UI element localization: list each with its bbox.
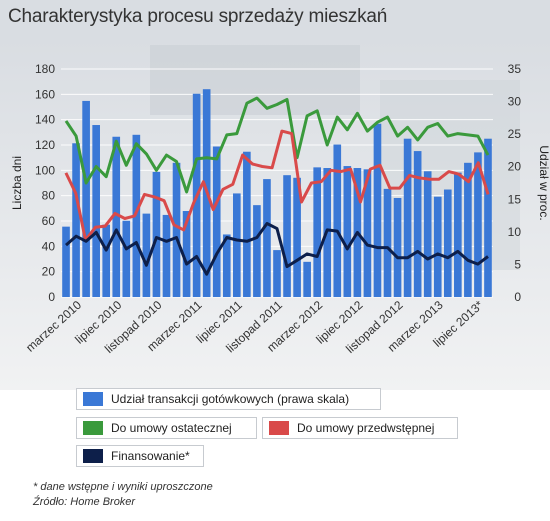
source-note: Źródło: Home Broker [33, 496, 136, 508]
bar [313, 167, 322, 297]
y-right-tick-label: 25 [508, 127, 522, 141]
bar [253, 205, 261, 297]
y-left-tick-label: 80 [42, 189, 56, 203]
bar [403, 138, 412, 297]
bar [162, 214, 171, 297]
bar [82, 100, 90, 297]
legend-swatch-ostateczna [83, 421, 103, 435]
bar [142, 213, 151, 297]
bar [474, 152, 482, 297]
line-ostateczna [64, 96, 490, 194]
y-right-tick-label: 20 [508, 160, 522, 174]
bar [393, 197, 402, 297]
bar [232, 193, 241, 297]
legend-item-finansowanie: Finansowanie* [76, 445, 204, 467]
bar [102, 224, 111, 297]
bar [273, 250, 281, 297]
bar [423, 171, 432, 297]
chart-title: Charakterystyka procesu sprzedaży mieszk… [8, 6, 388, 27]
y-left-tick-label: 180 [35, 62, 55, 76]
bar [484, 138, 492, 297]
chart-canvas: 0 20 40 60 80 100 120 140 160 180 0 5 10 15 20 25 30 35 Li… [0, 40, 550, 390]
legend-item-ostateczna: Do umowy ostatecznej [76, 417, 257, 439]
y-left-tick-label: 100 [35, 163, 55, 177]
bar [373, 123, 382, 297]
legend-item-przedwstepna: Do umowy przedwstępnej [262, 417, 458, 439]
bar [243, 151, 251, 297]
y-right-tick-label: 5 [514, 257, 521, 271]
title-band [0, 0, 550, 40]
y-left-tick-label: 0 [48, 290, 55, 304]
legend-label-przedwstepna: Do umowy przedwstępnej [297, 421, 435, 435]
legend: Udział transakcji gotówkowych (prawa ska… [76, 388, 466, 474]
legend-swatch-przedwstepna [269, 421, 289, 435]
backdrop-building [150, 45, 360, 115]
bar [62, 226, 70, 297]
bar [283, 175, 291, 297]
footnote: * dane wstępne i wyniki uproszczone [33, 481, 213, 493]
y-left-tick-label: 40 [42, 239, 56, 253]
bar [112, 136, 121, 297]
y-right-tick-label: 30 [508, 95, 522, 109]
bar [92, 125, 100, 297]
legend-item-gotowkowe: Udział transakcji gotówkowych (prawa ska… [76, 388, 381, 410]
y-right-tick-label: 15 [508, 192, 522, 206]
legend-label-ostateczna: Do umowy ostatecznej [111, 421, 232, 435]
line-finansowanie [65, 222, 489, 276]
y-left-tick-label: 60 [42, 214, 56, 228]
bar [172, 162, 181, 297]
y-left-axis-label: Liczba dni [10, 156, 24, 210]
line-przedwstepna [64, 129, 490, 242]
bar [363, 169, 372, 297]
bar [72, 143, 80, 297]
bar [413, 151, 422, 297]
y-left-tick-label: 160 [35, 87, 55, 101]
bar [132, 134, 141, 297]
y-right-tick-label: 10 [508, 225, 522, 239]
bar [263, 179, 271, 297]
y-right-tick-label: 0 [514, 290, 521, 304]
legend-label-gotowkowe: Udział transakcji gotówkowych (prawa ska… [111, 392, 350, 406]
bar [443, 189, 452, 297]
bar [222, 234, 231, 297]
y-left-tick-label: 120 [35, 138, 55, 152]
bar [182, 211, 191, 297]
y-left-tick-label: 140 [35, 113, 55, 127]
bar [343, 166, 352, 297]
bar [303, 261, 311, 297]
bar [152, 171, 161, 297]
y-right-tick-label: 35 [508, 62, 522, 76]
bar [293, 177, 301, 297]
bar [122, 220, 131, 297]
bar [212, 146, 221, 297]
legend-label-finansowanie: Finansowanie* [111, 449, 190, 463]
bar [454, 172, 462, 297]
bar [433, 196, 442, 297]
y-right-axis-label: Udział w proc. [537, 145, 550, 220]
legend-swatch-finansowanie [83, 449, 103, 463]
y-left-tick-label: 20 [42, 265, 56, 279]
legend-swatch-gotowkowe [83, 392, 103, 406]
bar [333, 144, 342, 297]
bar [383, 188, 392, 297]
bar [464, 162, 472, 297]
